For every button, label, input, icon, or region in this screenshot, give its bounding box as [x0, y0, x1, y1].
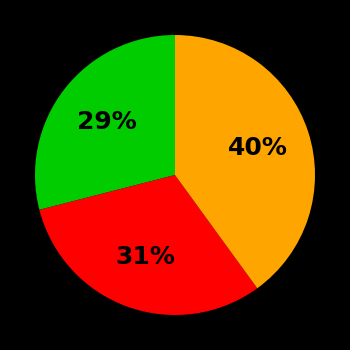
Wedge shape	[35, 35, 175, 210]
Text: 29%: 29%	[77, 110, 136, 134]
Wedge shape	[40, 175, 257, 315]
Text: 40%: 40%	[228, 136, 287, 160]
Text: 31%: 31%	[116, 245, 176, 269]
Wedge shape	[175, 35, 315, 288]
